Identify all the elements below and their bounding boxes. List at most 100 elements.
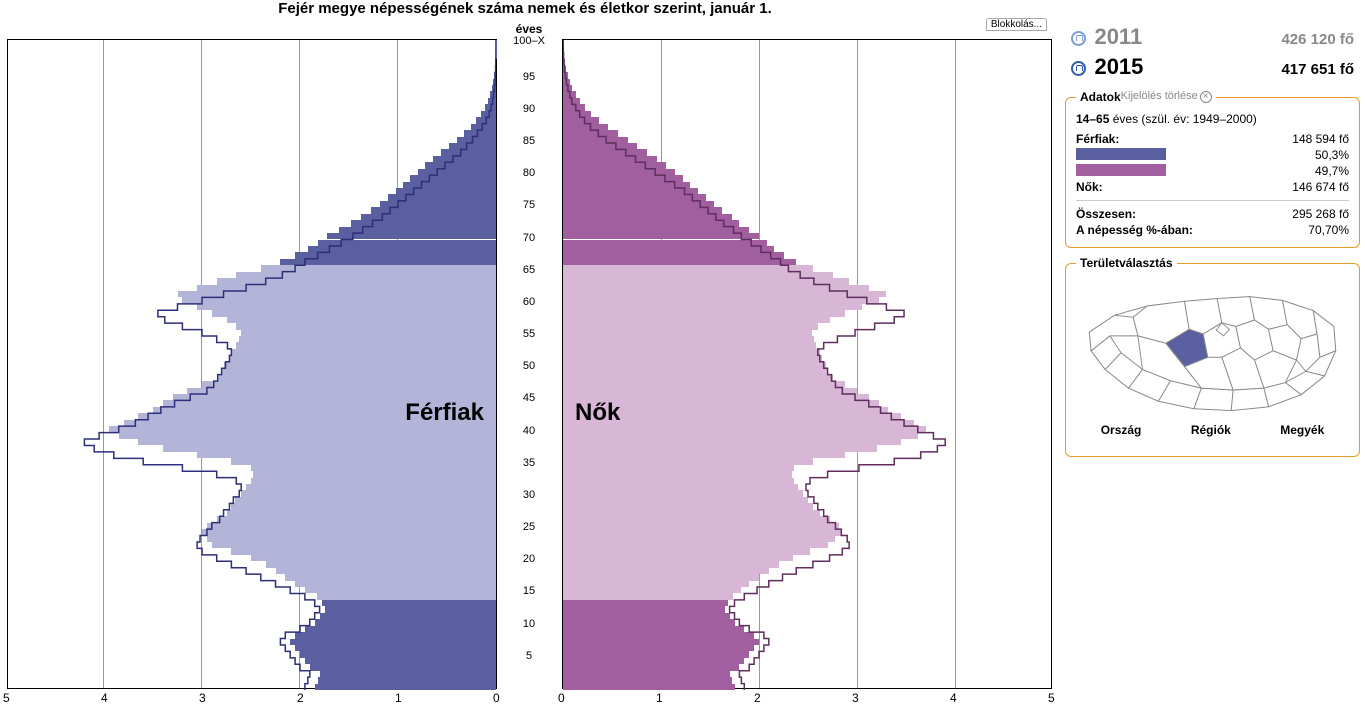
male-bar[interactable] xyxy=(8,645,496,651)
male-bar[interactable] xyxy=(8,323,496,329)
male-bar[interactable] xyxy=(8,40,496,46)
male-bar[interactable] xyxy=(8,220,496,226)
male-bar[interactable] xyxy=(8,85,496,91)
male-bar[interactable] xyxy=(8,536,496,542)
female-bar[interactable] xyxy=(563,330,1051,336)
male-bar[interactable] xyxy=(8,137,496,143)
male-bar[interactable] xyxy=(8,336,496,342)
female-bar[interactable] xyxy=(563,130,1051,136)
female-bar[interactable] xyxy=(563,85,1051,91)
male-bar[interactable] xyxy=(8,426,496,432)
male-bar[interactable] xyxy=(8,651,496,657)
female-bar[interactable] xyxy=(563,336,1051,342)
tab-orszag[interactable]: Ország xyxy=(1101,423,1142,437)
male-bar[interactable] xyxy=(8,59,496,65)
female-bar[interactable] xyxy=(563,375,1051,381)
female-bar[interactable] xyxy=(563,285,1051,291)
male-bar[interactable] xyxy=(8,439,496,445)
male-bar[interactable] xyxy=(8,574,496,580)
male-bar[interactable] xyxy=(8,484,496,490)
female-bar[interactable] xyxy=(563,542,1051,548)
female-bar[interactable] xyxy=(563,124,1051,130)
female-bar[interactable] xyxy=(563,207,1051,213)
male-bar[interactable] xyxy=(8,201,496,207)
female-bar[interactable] xyxy=(563,98,1051,104)
female-bar[interactable] xyxy=(563,516,1051,522)
male-bar[interactable] xyxy=(8,561,496,567)
male-bar[interactable] xyxy=(8,214,496,220)
female-bar[interactable] xyxy=(563,169,1051,175)
female-bar[interactable] xyxy=(563,671,1051,677)
male-bar[interactable] xyxy=(8,548,496,554)
female-bar[interactable] xyxy=(563,658,1051,664)
female-bar[interactable] xyxy=(563,619,1051,625)
male-bar[interactable] xyxy=(8,478,496,484)
male-bar[interactable] xyxy=(8,233,496,239)
female-bar[interactable] xyxy=(563,536,1051,542)
male-bar[interactable] xyxy=(8,677,496,683)
female-bar[interactable] xyxy=(563,117,1051,123)
female-bar[interactable] xyxy=(563,465,1051,471)
male-bar[interactable] xyxy=(8,227,496,233)
male-bar[interactable] xyxy=(8,53,496,59)
male-bar[interactable] xyxy=(8,317,496,323)
male-bar[interactable] xyxy=(8,433,496,439)
female-bar[interactable] xyxy=(563,523,1051,529)
clear-selection[interactable]: Kijelölés törlése× xyxy=(1121,90,1212,103)
male-bar[interactable] xyxy=(8,497,496,503)
female-bar[interactable] xyxy=(563,297,1051,303)
female-bar[interactable] xyxy=(563,233,1051,239)
male-bar[interactable] xyxy=(8,581,496,587)
male-bar[interactable] xyxy=(8,297,496,303)
male-bar[interactable] xyxy=(8,304,496,310)
female-bar[interactable] xyxy=(563,162,1051,168)
female-bar[interactable] xyxy=(563,645,1051,651)
female-bar[interactable] xyxy=(563,143,1051,149)
male-bar[interactable] xyxy=(8,252,496,258)
female-bar[interactable] xyxy=(563,40,1051,46)
female-bar[interactable] xyxy=(563,72,1051,78)
female-bar[interactable] xyxy=(563,555,1051,561)
male-bar[interactable] xyxy=(8,162,496,168)
female-bar[interactable] xyxy=(563,632,1051,638)
hungary-map[interactable] xyxy=(1076,278,1349,418)
female-bar[interactable] xyxy=(563,677,1051,683)
male-bar[interactable] xyxy=(8,516,496,522)
tab-regiok[interactable]: Régiók xyxy=(1191,423,1231,437)
female-bar[interactable] xyxy=(563,433,1051,439)
male-bar[interactable] xyxy=(8,523,496,529)
female-bar[interactable] xyxy=(563,59,1051,65)
female-bar[interactable] xyxy=(563,471,1051,477)
male-bar[interactable] xyxy=(8,285,496,291)
male-bar[interactable] xyxy=(8,684,496,690)
lock-icon[interactable] xyxy=(1071,61,1086,76)
male-bar[interactable] xyxy=(8,342,496,348)
female-bar[interactable] xyxy=(563,651,1051,657)
male-bar[interactable] xyxy=(8,188,496,194)
male-bar[interactable] xyxy=(8,593,496,599)
female-bar[interactable] xyxy=(563,149,1051,155)
female-bar[interactable] xyxy=(563,664,1051,670)
female-bar[interactable] xyxy=(563,684,1051,690)
male-bar[interactable] xyxy=(8,194,496,200)
lock-icon[interactable] xyxy=(1071,31,1086,46)
male-bar[interactable] xyxy=(8,278,496,284)
male-bar[interactable] xyxy=(8,452,496,458)
year-row-2015[interactable]: 2015 417 651 fő xyxy=(1065,52,1360,82)
female-bar[interactable] xyxy=(563,368,1051,374)
female-bar[interactable] xyxy=(563,606,1051,612)
female-bar[interactable] xyxy=(563,529,1051,535)
female-bar[interactable] xyxy=(563,272,1051,278)
male-bar[interactable] xyxy=(8,175,496,181)
male-bar[interactable] xyxy=(8,265,496,271)
male-bar[interactable] xyxy=(8,349,496,355)
female-bar[interactable] xyxy=(563,381,1051,387)
tab-megyek[interactable]: Megyék xyxy=(1280,423,1324,437)
female-bar[interactable] xyxy=(563,259,1051,265)
male-bar[interactable] xyxy=(8,555,496,561)
male-bar[interactable] xyxy=(8,368,496,374)
female-bar[interactable] xyxy=(563,304,1051,310)
male-bar[interactable] xyxy=(8,471,496,477)
female-bar[interactable] xyxy=(563,581,1051,587)
female-bar[interactable] xyxy=(563,600,1051,606)
